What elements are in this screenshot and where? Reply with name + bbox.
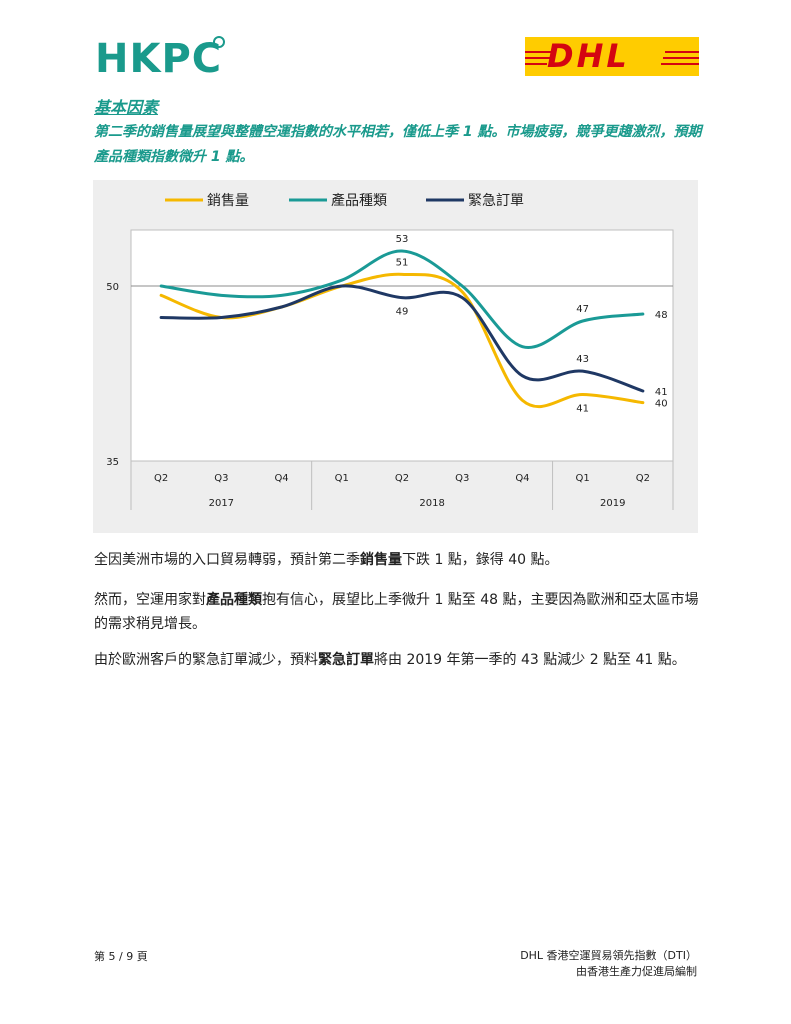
series-line-2 [159,249,645,349]
dhl-stripe [661,63,699,65]
legend-label: 產品種類 [331,192,387,209]
data-label: 49 [396,307,409,318]
paragraph-text: 全因美洲市場的入口貿易轉弱，預計第二季 [94,552,360,568]
data-label: 41 [655,387,668,398]
year-label: 2018 [419,498,444,509]
x-tick-label: Q4 [274,473,288,484]
footer-credit: DHL 香港空運貿易領先指數（DTI） 由香港生產力促進局編制 [520,948,697,980]
dhl-stripe [525,51,555,53]
data-label: 48 [655,310,668,321]
hkpc-logo-text: HKPC [95,36,223,82]
x-tick-label: Q2 [154,473,168,484]
legend-label: 銷售量 [207,193,249,209]
paragraph-keyword: 緊急訂單 [318,652,374,668]
year-label: 2017 [209,498,234,509]
dhl-stripe [525,63,547,65]
line-chart: 35 50 Q2 Q3 Q4 Q1 Q2 Q3 Q4 Q1 Q2 2017 2018 2019 51 41 40… [93,180,698,533]
x-tick-label: Q2 [395,473,409,484]
paragraph-urgent-orders: 由於歐洲客戶的緊急訂單減少，預料緊急訂單將由 2019 年第一季的 43 點減少… [94,648,706,672]
paragraph-text: 然而，空運用家對 [94,592,206,608]
dhl-logo: DHL [525,37,699,76]
paragraph-text: 下跌 1 點，錄得 40 點。 [402,552,559,568]
dhl-stripe [663,57,699,59]
x-tick-label: Q1 [576,473,590,484]
page-number: 第 5 / 9 頁 [94,950,148,963]
footer-line: 由香港生產力促進局編制 [576,965,697,978]
plot-area [130,229,674,462]
x-tick-label: Q1 [335,473,349,484]
paragraph-keyword: 產品種類 [206,592,262,608]
x-tick-label: Q3 [214,473,228,484]
paragraph-sales: 全因美洲市場的入口貿易轉弱，預計第二季銷售量下跌 1 點，錄得 40 點。 [94,548,706,572]
year-label: 2019 [600,498,625,509]
paragraph-text: 將由 2019 年第一季的 43 點減少 2 點至 41 點。 [374,652,686,668]
y-tick-label: 50 [106,282,119,293]
x-tick-label: Q4 [515,473,529,484]
paragraph-text: 抱有信心，展望比上季微升 1 點至 48 點，主要因為歐洲和亞太區市場的需求稍見… [94,592,699,632]
hkpc-logo-mark-icon [213,36,225,48]
legend-label: 緊急訂單 [468,193,524,209]
data-label: 41 [576,404,589,415]
data-label: 53 [396,234,409,245]
series-line-1 [159,272,645,408]
data-label: 47 [576,304,589,315]
section-title: 基本因素 [94,98,159,117]
hkpc-logo: HKPC [95,36,225,82]
x-tick-label: Q2 [636,473,650,484]
intro-summary: 第二季的銷售量展望與整體空運指數的水平相若，僅低上季 1 點。市場疲弱，競爭更趨… [94,124,702,165]
dhl-logo-text: DHL [547,37,630,75]
y-tick-label: 35 [106,457,119,468]
data-label: 51 [396,257,409,268]
data-label: 43 [576,354,589,365]
paragraph-product-range: 然而，空運用家對產品種類抱有信心，展望比上季微升 1 點至 48 點，主要因為歐… [94,588,706,636]
footer-line: DHL 香港空運貿易領先指數（DTI） [520,949,697,962]
series-line-3 [159,284,645,393]
dhl-stripe [665,51,699,53]
data-label: 40 [655,399,668,410]
paragraph-keyword: 銷售量 [360,552,402,568]
dhl-stripe [525,57,551,59]
x-tick-label: Q3 [455,473,469,484]
paragraph-text: 由於歐洲客戶的緊急訂單減少，預料 [94,652,318,668]
